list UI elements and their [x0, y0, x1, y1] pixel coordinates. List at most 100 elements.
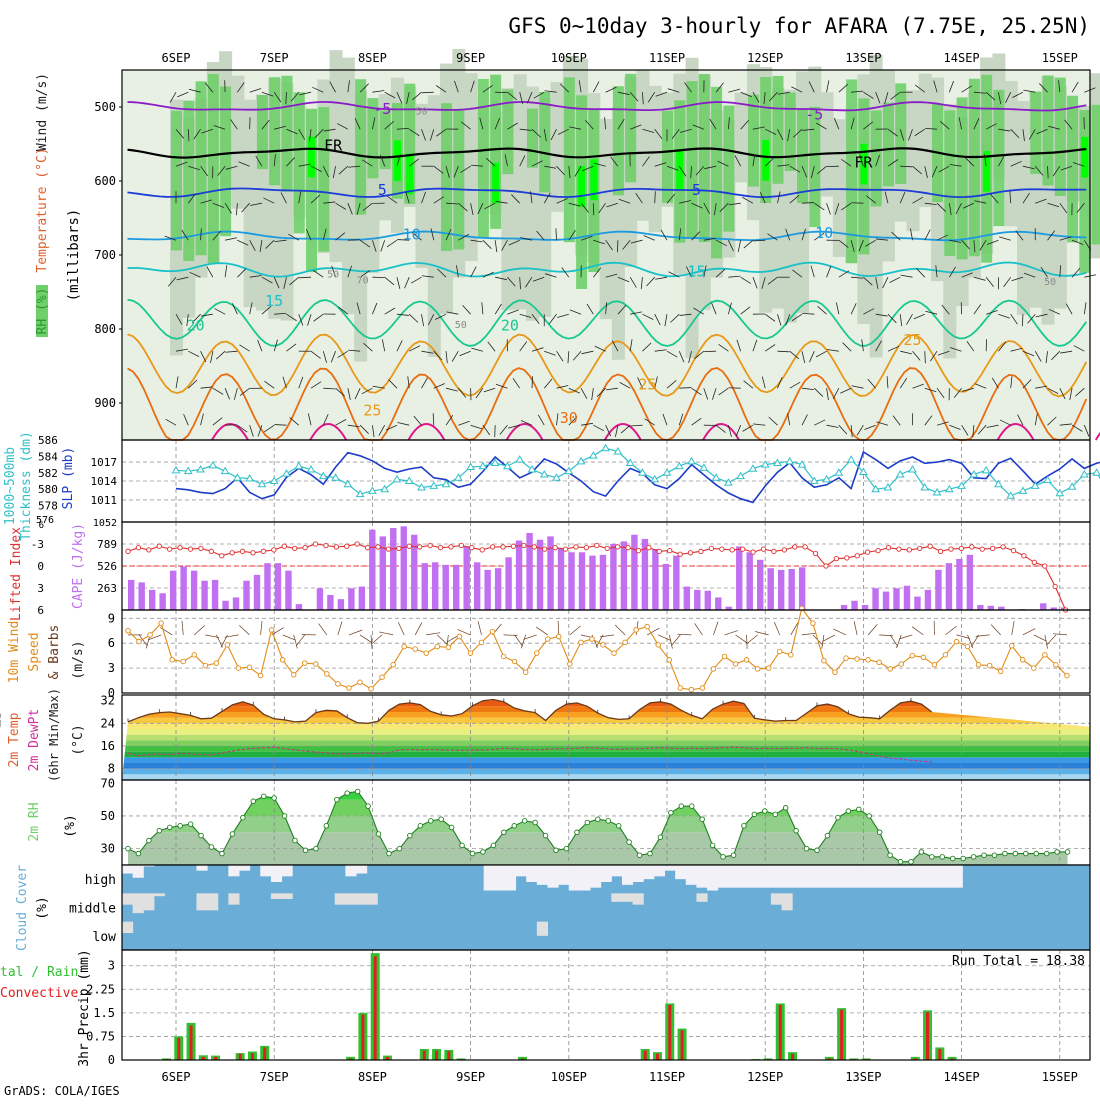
- thickness-point: [173, 467, 180, 473]
- cloud-gap-high: [824, 865, 835, 888]
- y-tick-precip: 3: [108, 959, 115, 973]
- rh-mid-cell: [907, 90, 920, 231]
- y-tick-rh: 70: [101, 776, 115, 790]
- cloud-gap-middle: [696, 893, 707, 902]
- rh2m-point: [220, 851, 225, 856]
- isotherm-label: 25: [363, 401, 381, 419]
- wind10m-point: [435, 644, 440, 649]
- ylabel-wind: Wind (m/s): [35, 73, 50, 151]
- li-point: [876, 548, 880, 552]
- cloud-row-label: low: [93, 930, 117, 945]
- wind10m-barb: [868, 624, 877, 635]
- rh-mid-cell: [735, 93, 748, 183]
- cape-bar: [526, 533, 532, 610]
- wind10m-barb: [1023, 629, 1035, 635]
- ylabel-slp: SLP (mb): [61, 447, 76, 510]
- x-tick-bottom: 15SEP: [1042, 1070, 1078, 1084]
- li-point: [470, 545, 474, 549]
- li-point: [438, 545, 442, 549]
- isotherm-label: -5: [373, 100, 391, 118]
- ylabel-temp2m: 2m Temp: [7, 712, 22, 767]
- wind10m-point: [512, 659, 517, 664]
- li-point: [563, 547, 567, 551]
- precip-conv-bar: [361, 1014, 364, 1060]
- li-point: [449, 545, 453, 549]
- cloud-row-label: middle: [69, 902, 116, 917]
- rh2m-point: [481, 850, 486, 855]
- rh2m-point: [136, 851, 141, 856]
- li-point: [272, 548, 276, 552]
- li-point: [251, 551, 255, 555]
- rh-mid-cell: [636, 69, 649, 220]
- thickness-point: [393, 476, 400, 482]
- rh2m-point: [470, 851, 475, 856]
- wind10m-barb: [360, 635, 372, 643]
- y-tick-cape: 263: [97, 582, 117, 595]
- rh-mid-cell: [416, 104, 429, 268]
- wind10m-point: [965, 644, 970, 649]
- rh-green-cell: [613, 86, 624, 195]
- cloud-gap-middle: [782, 893, 793, 910]
- cape-bar: [694, 590, 700, 610]
- wind10m-point: [976, 662, 981, 667]
- isotherm-label: 20: [501, 316, 519, 334]
- wind10m-point: [269, 628, 274, 633]
- rh2m-point: [366, 804, 371, 809]
- ylabel-wind10m-1: 10m Wind: [7, 621, 22, 684]
- rh2m-point: [606, 819, 611, 824]
- x-tick-top: 14SEP: [944, 51, 980, 65]
- cloud-gap-high: [920, 865, 931, 888]
- thickness-point: [737, 473, 744, 479]
- rh2m-point: [157, 828, 162, 833]
- wind10m-point: [579, 640, 584, 645]
- mask: [121, 40, 125, 70]
- wind10m-barb: [658, 635, 671, 641]
- thickness-point: [1093, 469, 1100, 475]
- temp-band: [122, 695, 1090, 701]
- cloud-row-label: high: [85, 873, 116, 888]
- cape-bar: [747, 552, 753, 610]
- rh2m-point: [314, 846, 319, 851]
- y-tick-wind: 6: [108, 636, 115, 650]
- rh2m-point: [491, 843, 496, 848]
- rh2m-point: [856, 807, 861, 812]
- x-tick-top: 8SEP: [358, 51, 387, 65]
- rh-green-cell: [318, 107, 329, 252]
- cape-bar: [505, 557, 511, 610]
- rh2m-point: [971, 855, 976, 860]
- wind10m-barb: [890, 635, 898, 647]
- li-point: [834, 556, 838, 560]
- li-point: [376, 545, 380, 549]
- li-point: [1053, 584, 1057, 588]
- y-tick-thickness: 580: [38, 483, 58, 496]
- wind10m-point: [545, 637, 550, 642]
- rh2m-point: [637, 853, 642, 858]
- ylabel-pressure-units: (millibars): [66, 209, 82, 302]
- wind10m-barb: [338, 622, 342, 635]
- wind10m-point: [258, 673, 263, 678]
- wind10m-point: [766, 666, 771, 671]
- wind10m-point: [590, 637, 595, 642]
- wind10m-point: [844, 656, 849, 661]
- cape-bar: [369, 530, 375, 610]
- cloud-gap-middle: [356, 893, 367, 904]
- cloud-gap-high: [579, 865, 590, 891]
- x-tick-top: 10SEP: [551, 51, 587, 65]
- cape-bar: [537, 540, 543, 610]
- wind10m-point: [1032, 666, 1037, 671]
- cloud-gap-high: [845, 865, 856, 888]
- cape-bar: [296, 604, 302, 610]
- rh-bright-cell: [308, 137, 315, 178]
- cloud-gap-high: [835, 865, 846, 888]
- wind10m-point: [490, 629, 495, 634]
- wind10m-barb: [558, 621, 559, 635]
- li-point: [209, 549, 213, 553]
- rh2m-point: [867, 814, 872, 819]
- cape-bar: [1040, 603, 1046, 610]
- cape-bar: [946, 563, 952, 610]
- li-point: [595, 543, 599, 547]
- rh2m-point: [846, 809, 851, 814]
- wind10m-point: [1043, 653, 1048, 658]
